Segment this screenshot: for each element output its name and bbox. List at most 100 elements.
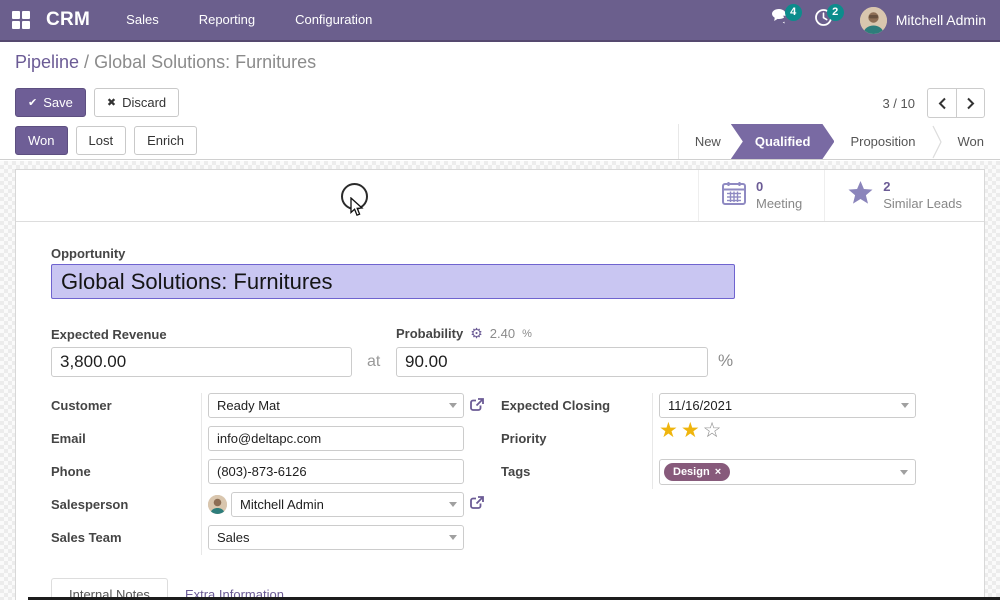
messages-button[interactable]: 4 [764, 0, 802, 41]
status-row: Won Lost Enrich New Qualified Propositio… [0, 124, 1000, 160]
right-column-divider [652, 393, 653, 489]
chat-bubbles-icon [771, 8, 793, 32]
customer-field[interactable] [208, 393, 464, 418]
probability-label: Probability [396, 326, 464, 341]
top-nav: CRM Sales Reporting Configuration 4 [0, 0, 1000, 42]
discard-button-label: Discard [122, 95, 167, 110]
priority-star[interactable]: ★ [680, 419, 703, 442]
breadcrumb-separator: / [79, 52, 95, 72]
priority-label: Priority [501, 431, 547, 446]
email-input[interactable] [208, 426, 464, 451]
expected-revenue-input[interactable] [51, 347, 352, 377]
similar-leads-label: Similar Leads [883, 195, 962, 211]
pager: 3 / 10 [882, 88, 985, 118]
enrich-button[interactable]: Enrich [134, 126, 197, 155]
user-avatar [859, 6, 887, 34]
tab-internal-notes[interactable]: Internal Notes [51, 578, 168, 600]
save-button[interactable]: ✔ Save [15, 88, 86, 117]
nav-menu: Sales Reporting Configuration [108, 0, 390, 41]
star-icon [847, 180, 874, 211]
probability-auto-unit: % [522, 327, 532, 340]
priority-star[interactable]: ☆ [702, 419, 725, 442]
stage-qualified[interactable]: Qualified [731, 124, 835, 159]
sales-team-input[interactable] [208, 525, 464, 550]
activities-button[interactable]: 2 [806, 0, 844, 41]
breadcrumb-pipeline-link[interactable]: Pipeline [15, 52, 80, 72]
meeting-stat-button[interactable]: 0 Meeting [697, 170, 824, 221]
customer-external-link-icon[interactable] [469, 397, 485, 413]
tags-field[interactable]: Design × [659, 459, 916, 485]
expected-closing-field[interactable] [659, 393, 916, 418]
tab-extra-information[interactable]: Extra Information [184, 587, 284, 600]
similar-leads-stat-button[interactable]: 2 Similar Leads [824, 170, 984, 221]
probability-unit: % [718, 351, 734, 370]
similar-leads-count: 2 [883, 179, 891, 195]
sales-team-label: Sales Team [51, 530, 122, 545]
bottom-strip [28, 597, 1000, 600]
nav-right: 4 2 [764, 0, 1000, 41]
tags-label: Tags [501, 464, 531, 479]
meeting-label: Meeting [755, 195, 803, 211]
customer-label: Customer [51, 398, 112, 413]
left-column-divider [201, 393, 202, 555]
priority-star[interactable]: ★ [659, 419, 681, 442]
stage-proposition[interactable]: Proposition [850, 134, 916, 149]
at-separator: at [367, 353, 381, 370]
form-toolbar: ✔ Save ✖ Discard [15, 88, 180, 117]
meeting-count: 0 [755, 179, 764, 195]
chevron-left-icon [938, 97, 946, 109]
opportunity-title-input[interactable] [51, 264, 735, 299]
nav-menu-sales[interactable]: Sales [126, 12, 159, 27]
stage-won[interactable]: Won [957, 134, 985, 149]
phone-label: Phone [51, 464, 91, 479]
apps-menu-icon[interactable] [0, 0, 42, 41]
user-name: Mitchell Admin [895, 12, 986, 28]
tag-design[interactable]: Design × [664, 463, 731, 481]
stage-statusbar: New Qualified Proposition Won [677, 124, 1000, 159]
messages-badge: 4 [784, 4, 802, 21]
x-icon: ✖ [106, 97, 117, 109]
expected-revenue-label: Expected Revenue [51, 327, 167, 342]
user-menu[interactable]: Mitchell Admin [848, 6, 986, 34]
tag-remove-icon[interactable]: × [714, 466, 722, 478]
discard-button[interactable]: ✖ Discard [93, 88, 180, 117]
nav-menu-configuration[interactable]: Configuration [295, 12, 373, 27]
priority-stars[interactable]: ★★☆ [659, 418, 724, 443]
pager-previous-button[interactable] [927, 88, 956, 118]
salesperson-field[interactable] [231, 492, 464, 517]
breadcrumb-current: Global Solutions: Furnitures [94, 52, 317, 72]
calendar-icon [721, 180, 747, 211]
opportunity-form-card: 0 Meeting 2 Similar Leads Opportunity E [15, 169, 985, 600]
chevron-right-icon [967, 97, 975, 109]
pager-counter: 3 / 10 [882, 95, 915, 111]
stat-button-bar: 0 Meeting 2 Similar Leads [16, 170, 984, 222]
salesperson-label: Salesperson [51, 497, 129, 512]
lost-button[interactable]: Lost [75, 126, 127, 155]
grid-icon [12, 11, 30, 29]
salesperson-input[interactable] [231, 492, 464, 517]
expected-closing-label: Expected Closing [501, 398, 611, 413]
email-label: Email [51, 431, 86, 446]
breadcrumb: Pipeline / Global Solutions: Furnitures [15, 52, 316, 73]
stage-new[interactable]: New [694, 134, 721, 149]
mouse-cursor [350, 196, 365, 222]
stage-separator-icon [931, 124, 942, 159]
salesperson-avatar [208, 495, 227, 514]
pager-next-button[interactable] [956, 88, 985, 118]
activities-badge: 2 [826, 4, 844, 21]
app-name[interactable]: CRM [46, 9, 91, 30]
customer-input[interactable] [208, 393, 464, 418]
tag-name: Design [673, 466, 710, 478]
salesperson-external-link-icon[interactable] [469, 495, 485, 511]
expected-closing-input[interactable] [659, 393, 916, 418]
probability-input[interactable] [396, 347, 708, 377]
chevron-down-icon[interactable] [900, 470, 908, 475]
sales-team-field[interactable] [208, 525, 464, 550]
opportunity-label: Opportunity [51, 246, 126, 261]
won-button[interactable]: Won [15, 126, 68, 155]
phone-input[interactable] [208, 459, 464, 484]
gear-icon[interactable]: ⚙ [470, 325, 483, 341]
check-icon: ✔ [28, 97, 38, 109]
nav-menu-reporting[interactable]: Reporting [198, 12, 256, 27]
